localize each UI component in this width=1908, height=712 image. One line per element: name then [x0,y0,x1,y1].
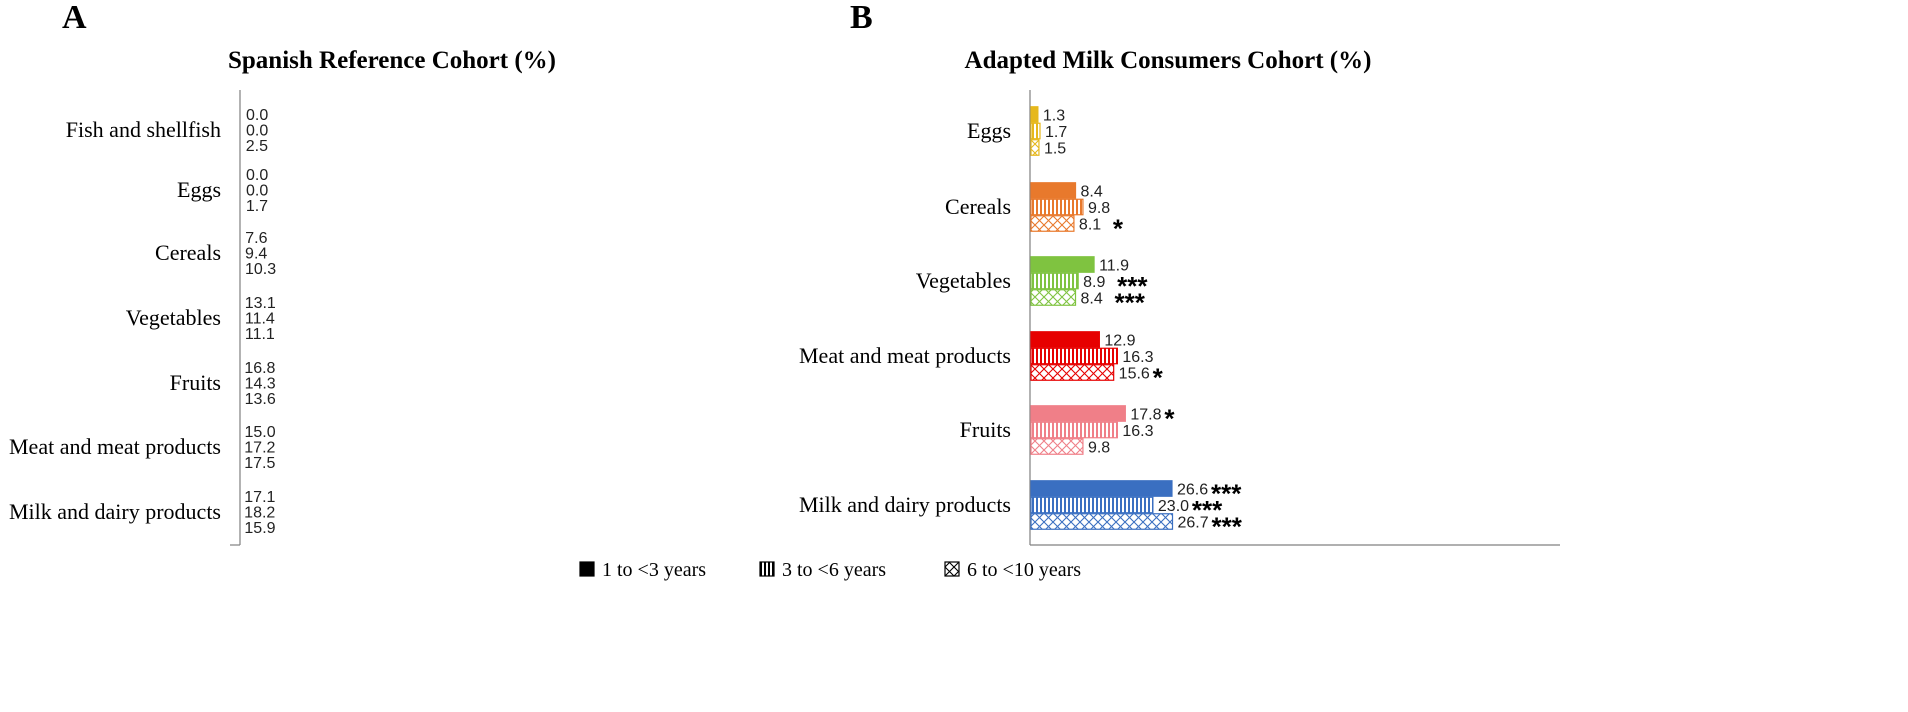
category-label-cereals: Cereals [945,194,1011,219]
bar-vegetables-3-to-6-years [1030,272,1079,290]
value-label: 15.0 [245,424,276,441]
value-label: 15.9 [244,520,275,537]
value-label: 11.9 [1099,257,1129,274]
legend: 1 to <3 years 3 to <6 years 6 to <10 years [579,559,1081,581]
value-label: 0.0 [246,122,268,139]
value-label: 17.1 [244,489,275,506]
significance-marker: *** [1117,271,1148,301]
significance-marker: *** [1115,287,1146,317]
category-label-vegetables: Vegetables [916,268,1011,293]
value-label: 17.8 [1130,406,1161,423]
category-label-eggs: Eggs [967,118,1011,143]
value-label: 16.3 [1122,349,1153,366]
bar-vegetables-6-to-10-years [1030,289,1077,306]
significance-marker: * [1164,403,1175,433]
bar-fruits-1-to-3-years [1030,405,1126,422]
category-label-meat-and-meat-products: Meat and meat products [799,343,1011,368]
panel-b: B Adapted Milk Consumers Cohort (%) Eggs 1.… [799,0,1560,546]
category-label-eggs: Eggs [177,177,221,202]
value-label: 2.5 [246,138,268,155]
value-label: 0.0 [246,167,268,184]
category-label-meat-and-meat-products: Meat and meat products [9,434,221,459]
value-label: 17.2 [244,439,275,456]
category-label-fruits: Fruits [170,370,221,395]
panel-title: Spanish Reference Cohort (%) [228,47,556,74]
category-label-milk-and-dairy-products: Milk and dairy products [799,492,1011,517]
value-label: 16.8 [244,360,275,377]
bar-fruits-6-to-10-years [1030,438,1084,455]
value-label: 7.6 [245,230,267,247]
value-label: 26.7 [1178,514,1209,531]
value-label: 1.7 [246,198,268,215]
bar-eggs-1-to-3-years [1030,106,1039,123]
bar-milk-and-dairy-products-3-to-6-years [1030,496,1154,514]
bar-eggs-3-to-6-years [1030,122,1041,140]
value-label: 1.3 [1043,107,1065,124]
value-label: 1.5 [1044,140,1066,157]
bar-fruits-3-to-6-years [1030,421,1118,439]
value-label: 11.1 [245,326,275,343]
legend-swatch-6-to-10-years [944,561,960,577]
value-label: 17.5 [244,455,275,472]
value-label: 0.0 [246,182,268,199]
category-label-milk-and-dairy-products: Milk and dairy products [9,499,221,524]
category-label-vegetables: Vegetables [126,305,221,330]
bar-vegetables-1-to-3-years [1030,256,1095,273]
legend-label: 1 to <3 years [602,559,706,581]
value-label: 16.3 [1122,423,1153,440]
value-label: 10.3 [245,261,276,278]
legend-swatch-3-to-6-years [759,561,775,577]
value-label: 13.6 [245,391,276,408]
value-label: 14.3 [245,375,276,392]
category-label-fish-and-shellfish: Fish and shellfish [66,117,221,142]
value-label: 0.0 [246,107,268,124]
value-label: 8.4 [1081,290,1103,307]
value-label: 1.7 [1045,124,1067,141]
value-label: 15.6 [1119,365,1150,382]
significance-marker: *** [1192,495,1223,525]
bar-milk-and-dairy-products-1-to-3-years [1030,480,1173,497]
bar-cereals-6-to-10-years [1030,215,1075,232]
bar-cereals-1-to-3-years [1030,182,1077,199]
significance-marker: * [1153,362,1164,392]
value-label: 9.8 [1088,200,1110,217]
value-label: 9.8 [1088,439,1110,456]
value-label: 23.0 [1158,498,1189,515]
value-label: 8.4 [1081,183,1103,200]
legend-swatch-1-to-3-years [579,561,595,577]
value-label: 12.9 [1104,332,1135,349]
value-label: 18.2 [244,504,275,521]
panel-letter: B [850,0,873,36]
legend-label: 3 to <6 years [782,559,886,581]
category-label-fruits: Fruits [960,417,1011,442]
panel-a: A Spanish Reference Cohort (%) Fish and sh… [9,0,556,546]
bar-meat-and-meat-products-1-to-3-years [1030,331,1100,348]
value-label: 26.6 [1177,481,1208,498]
legend-label: 6 to <10 years [967,559,1081,581]
significance-marker: *** [1212,511,1243,541]
value-label: 8.1 [1079,216,1101,233]
bar-meat-and-meat-products-3-to-6-years [1030,347,1118,365]
category-label-cereals: Cereals [155,240,221,265]
bar-cereals-3-to-6-years [1030,198,1084,216]
significance-marker: * [1113,213,1124,243]
panel-letter: A [62,0,87,36]
bar-eggs-6-to-10-years [1030,139,1040,156]
significance-marker: *** [1211,478,1242,508]
value-label: 8.9 [1083,274,1105,291]
panel-title: Adapted Milk Consumers Cohort (%) [965,47,1372,74]
value-label: 13.1 [245,295,276,312]
value-label: 11.4 [245,310,275,327]
bar-milk-and-dairy-products-6-to-10-years [1030,513,1174,530]
bar-meat-and-meat-products-6-to-10-years [1030,364,1115,381]
value-label: 9.4 [245,245,267,262]
